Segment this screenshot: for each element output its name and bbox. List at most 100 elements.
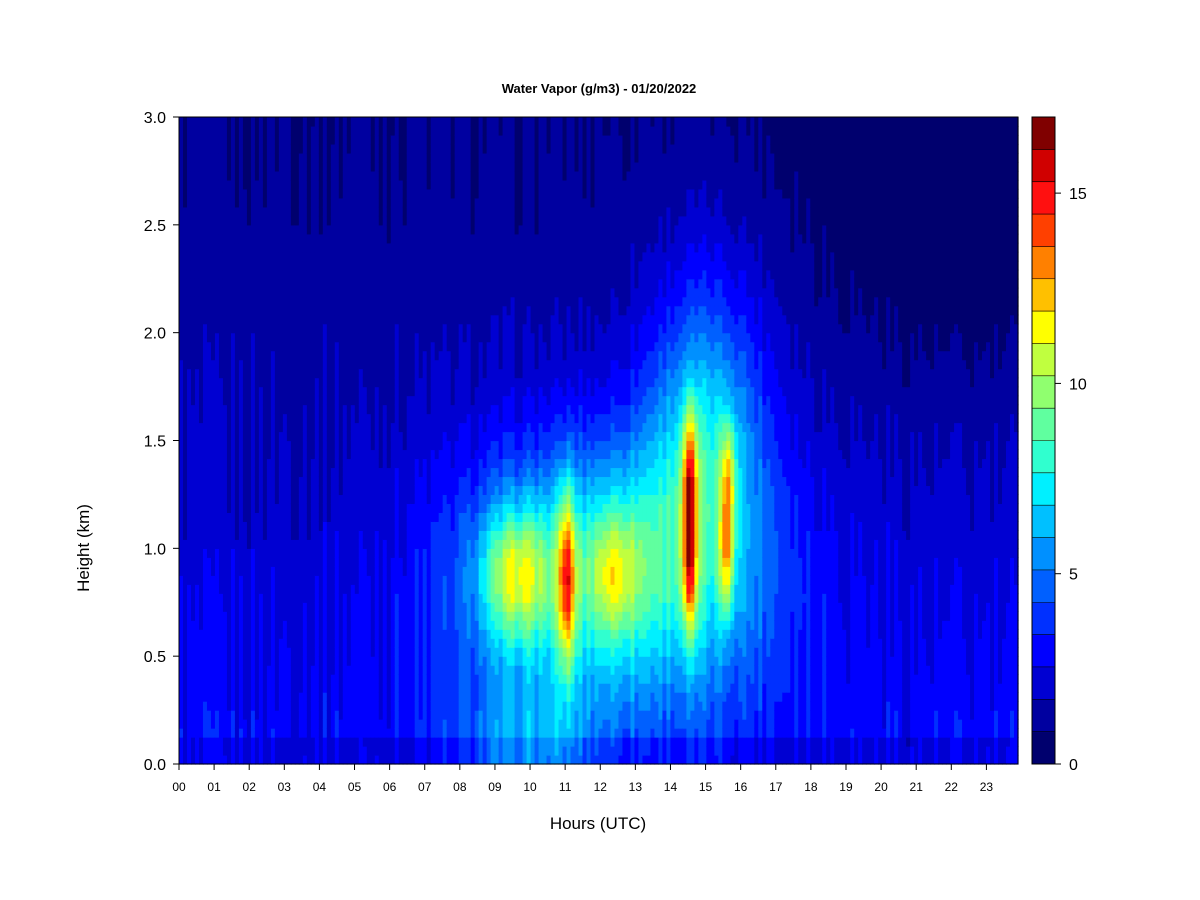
heatmap-cell: [342, 503, 348, 513]
heatmap-cell: [270, 584, 276, 594]
heatmap-cell: [218, 440, 224, 451]
heatmap-cell: [358, 233, 364, 244]
heatmap-cell: [306, 377, 312, 388]
heatmap-cell: [294, 296, 300, 307]
heatmap-cell: [206, 341, 212, 352]
heatmap-cell: [238, 737, 244, 747]
heatmap-cell: [314, 557, 320, 567]
heatmap-cell: [186, 494, 192, 505]
heatmap-cell: [346, 737, 352, 747]
heatmap-cell: [183, 117, 188, 127]
heatmap-cell: [410, 647, 416, 657]
heatmap-cell: [230, 323, 236, 334]
heatmap-cell: [302, 476, 308, 487]
heatmap-cell: [290, 683, 296, 693]
heatmap-cell: [242, 269, 248, 280]
heatmap-cell: [246, 719, 252, 729]
heatmap-cell: [218, 575, 224, 585]
heatmap-cell: [262, 161, 268, 172]
heatmap-cell: [306, 197, 312, 208]
heatmap-cell: [330, 611, 336, 621]
heatmap-cell: [326, 395, 332, 406]
heatmap-cell: [278, 404, 284, 415]
heatmap-cell: [334, 746, 340, 756]
heatmap-cell: [354, 359, 360, 370]
heatmap-cell: [378, 620, 384, 630]
heatmap-cell: [382, 467, 388, 478]
heatmap-cell: [438, 296, 444, 307]
heatmap-cell: [179, 629, 184, 639]
heatmap-cell: [242, 359, 248, 370]
heatmap-cell: [190, 233, 196, 244]
heatmap-cell: [246, 521, 252, 531]
heatmap-cell: [430, 584, 436, 594]
heatmap-cell: [238, 134, 244, 145]
heatmap-cell: [342, 692, 348, 702]
heatmap-cell: [183, 197, 188, 208]
heatmap-cell: [342, 287, 348, 298]
heatmap-cell: [266, 314, 272, 325]
heatmap-cell: [402, 233, 408, 244]
heatmap-cell: [198, 323, 204, 334]
heatmap-cell: [330, 332, 336, 343]
heatmap-cell: [342, 737, 348, 747]
heatmap-cell: [390, 206, 396, 217]
heatmap-cell: [362, 530, 368, 540]
heatmap-cell: [183, 575, 188, 585]
heatmap-cell: [302, 431, 308, 442]
heatmap-cell: [218, 269, 224, 280]
heatmap-cell: [442, 170, 448, 181]
heatmap-cell: [222, 683, 228, 693]
heatmap-cell: [354, 440, 360, 451]
heatmap-cell: [179, 503, 184, 513]
heatmap-cell: [362, 134, 368, 145]
heatmap-cell: [382, 611, 388, 621]
heatmap-cell: [390, 143, 396, 154]
heatmap-cell: [206, 485, 212, 496]
heatmap-cell: [334, 584, 340, 594]
heatmap-cell: [362, 305, 368, 316]
heatmap-cell: [270, 737, 276, 747]
heatmap-cell: [238, 593, 244, 603]
heatmap-cell: [450, 422, 456, 433]
heatmap-cell: [362, 638, 368, 648]
heatmap-cell: [190, 422, 196, 433]
heatmap-cell: [226, 431, 232, 442]
heatmap-cell: [270, 530, 276, 540]
heatmap-cell: [278, 431, 284, 442]
heatmap-cell: [218, 701, 224, 711]
heatmap-cell: [426, 701, 432, 711]
heatmap-cell: [430, 503, 436, 513]
heatmap-cell: [378, 539, 384, 549]
heatmap-cell: [366, 611, 372, 621]
heatmap-cell: [210, 224, 216, 235]
heatmap-cell: [179, 728, 184, 738]
heatmap-cell: [198, 359, 204, 370]
heatmap-cell: [258, 602, 264, 612]
heatmap-cell: [338, 503, 344, 513]
heatmap-cell: [278, 350, 284, 361]
heatmap-cell: [370, 431, 376, 442]
heatmap-cell: [246, 359, 252, 370]
heatmap-cell: [286, 215, 292, 226]
heatmap-cell: [378, 404, 384, 415]
heatmap-cell: [358, 242, 364, 253]
heatmap-cell: [370, 323, 376, 334]
heatmap-cell: [210, 530, 216, 540]
heatmap-cell: [262, 125, 268, 136]
heatmap-cell: [294, 269, 300, 280]
heatmap-cell: [442, 323, 448, 334]
heatmap-cell: [278, 710, 284, 720]
heatmap-cell: [362, 440, 368, 451]
heatmap-cell: [286, 404, 292, 415]
heatmap-cell: [186, 269, 192, 280]
heatmap-cell: [382, 512, 388, 522]
heatmap-cell: [326, 117, 332, 127]
heatmap-cell: [294, 305, 300, 316]
heatmap-cell: [254, 737, 260, 747]
heatmap-cell: [330, 593, 336, 603]
heatmap-cell: [282, 593, 288, 603]
heatmap-cell: [370, 242, 376, 253]
heatmap-cell: [294, 341, 300, 352]
heatmap-cell: [298, 377, 304, 388]
